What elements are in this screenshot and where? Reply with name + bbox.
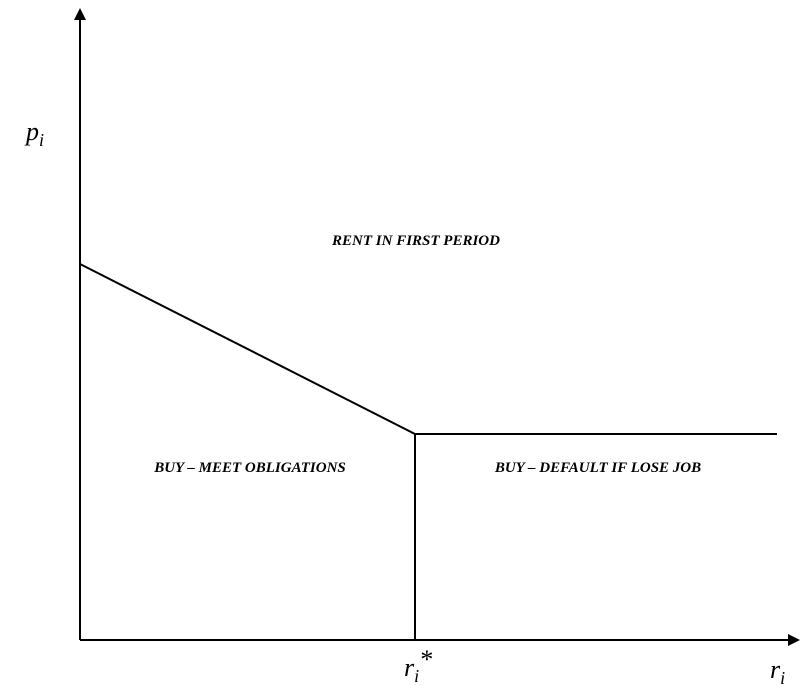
region-label: BUY – MEET OBLIGATIONS: [153, 460, 346, 476]
subscript: i: [780, 668, 785, 685]
symbol: p: [24, 117, 39, 146]
subscript: i: [39, 130, 44, 150]
symbol: r: [404, 653, 415, 682]
y-axis-label: pi: [24, 117, 44, 150]
superscript: *: [419, 645, 432, 674]
region-label: RENT IN FIRST PERIOD: [331, 233, 500, 249]
boundary: [79, 263, 777, 435]
region-label: BUY – DEFAULT IF LOSE JOB: [494, 460, 701, 476]
threshold-label: ri*: [404, 645, 432, 685]
symbol: r: [770, 655, 781, 684]
x-axis-label: ri: [770, 655, 785, 685]
subscript: i: [414, 666, 419, 685]
